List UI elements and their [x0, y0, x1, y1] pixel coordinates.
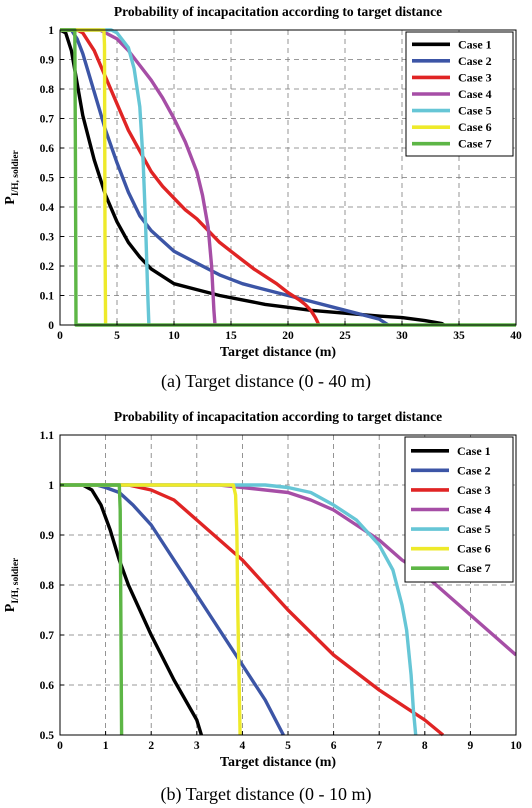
x-tick-label: 40	[510, 330, 522, 342]
series-line-case-4	[60, 28, 217, 326]
series-line-case-3	[60, 483, 445, 737]
chart-title: Probability of incapacitation according …	[114, 409, 442, 424]
chart-a: Probability of incapacitation according …	[3, 4, 522, 360]
y-tick-label: 0	[48, 320, 54, 332]
y-axis-label: PI/H, soldier	[3, 149, 21, 204]
y-axis-label-sub: I/H, soldier	[11, 149, 21, 196]
y-tick-label: 0.8	[40, 580, 55, 592]
x-tick-label: 3	[194, 740, 200, 752]
x-tick-label: 8	[422, 740, 428, 752]
y-tick-label: 1	[48, 480, 54, 492]
y-tick-label: 0.8	[40, 84, 55, 96]
y-tick-label: 0.1	[40, 291, 55, 303]
y-tick-label: 0.4	[40, 202, 55, 214]
legend-label: Case 2	[458, 54, 492, 68]
grid	[60, 30, 516, 325]
x-tick-label: 25	[339, 330, 351, 342]
series-line-case-5	[60, 28, 151, 326]
legend-label: Case 4	[458, 87, 492, 101]
y-tick-label: 0.9	[40, 55, 55, 67]
legend-label: Case 5	[458, 104, 492, 118]
x-tick-label: 5	[114, 330, 120, 342]
y-axis-label-sub: I/H, soldier	[11, 557, 21, 604]
legend: Case 1 Case 2 Case 3 Case 4 Case 5 Case 6 Case…	[404, 436, 514, 583]
x-tick-label: 2	[148, 740, 154, 752]
x-tick-label: 0	[57, 740, 63, 752]
series-line-case-1	[60, 28, 446, 327]
legend-label: Case 3	[457, 483, 491, 497]
x-tick-label: 10	[168, 330, 180, 342]
legend-label: Case 3	[458, 70, 492, 84]
series-line-case-2	[60, 28, 390, 327]
y-tick-label: 0.2	[40, 261, 55, 273]
y-tick-label: 0.9	[40, 530, 55, 542]
chart-b: Probability of incapacitation according …	[3, 409, 522, 770]
legend-label: Case 2	[457, 463, 491, 477]
y-tick-label: 1.1	[40, 430, 55, 442]
legend-label: Case 6	[457, 542, 491, 556]
legend-label: Case 6	[458, 120, 492, 134]
y-tick-label: 0.5	[40, 730, 55, 742]
x-tick-label: 7	[376, 740, 382, 752]
x-tick-label: 35	[453, 330, 465, 342]
y-tick-label: 0.7	[40, 630, 55, 642]
x-tick-label: 20	[282, 330, 294, 342]
y-tick-label: 0.3	[40, 232, 55, 244]
series-group	[60, 483, 516, 737]
x-tick-label: 6	[331, 740, 337, 752]
legend-label: Case 1	[458, 37, 492, 51]
legend-label: Case 1	[457, 444, 491, 458]
x-tick-label: 1	[103, 740, 109, 752]
legend-label: Case 4	[457, 503, 491, 517]
y-axis-label-main: P	[3, 196, 18, 205]
legend: Case 1 Case 2 Case 3 Case 4 Case 5 Case 6 Case…	[405, 31, 514, 157]
caption-a: (a) Target distance (0 - 40 m)	[161, 371, 371, 391]
y-tick-label: 0.6	[40, 680, 55, 692]
x-tick-label: 0	[57, 330, 63, 342]
y-axis-label: PI/H, soldier	[3, 557, 21, 612]
chart-title: Probability of incapacitation according …	[114, 4, 442, 19]
x-tick-label: 9	[468, 740, 474, 752]
x-axis-label: Target distance (m)	[220, 345, 336, 360]
series-line-case-7	[60, 483, 124, 736]
x-tick-label: 15	[225, 330, 237, 342]
x-tick-label: 10	[510, 740, 522, 752]
legend-label: Case 7	[458, 137, 492, 151]
y-tick-label: 1	[48, 25, 54, 37]
x-tick-label: 30	[396, 330, 408, 342]
series-line-case-6	[60, 483, 242, 736]
legend-label: Case 7	[457, 561, 491, 575]
series-line-case-5	[60, 483, 418, 736]
x-tick-label: 4	[240, 740, 246, 752]
series-line-case-2	[60, 483, 285, 736]
y-tick-label: 0.7	[40, 114, 55, 126]
y-axis-label-main: P	[3, 603, 18, 612]
x-axis-label: Target distance (m)	[220, 755, 336, 770]
caption-b: (b) Target distance (0 - 10 m)	[160, 784, 372, 804]
y-tick-label: 0.6	[40, 143, 55, 155]
x-tick-label: 5	[285, 740, 291, 752]
legend-label: Case 5	[457, 522, 491, 536]
y-tick-label: 0.5	[40, 173, 55, 185]
